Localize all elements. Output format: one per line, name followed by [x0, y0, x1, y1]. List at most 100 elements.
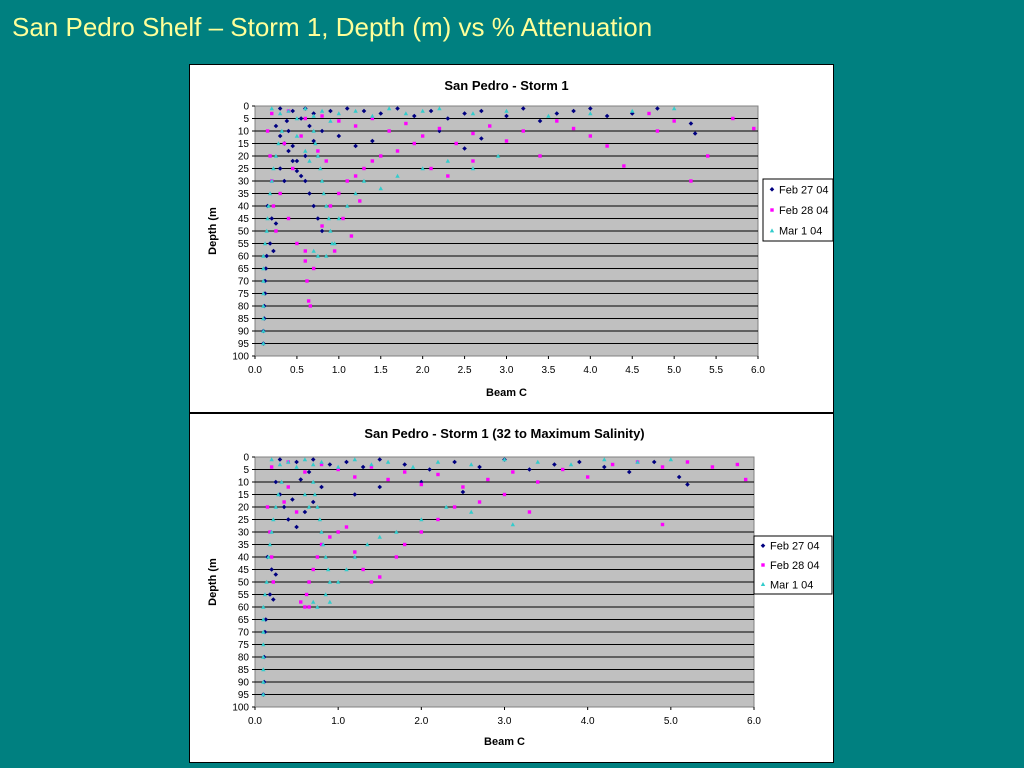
data-point — [298, 116, 304, 121]
data-point — [471, 131, 475, 136]
data-point — [353, 124, 358, 128]
data-point — [361, 178, 367, 183]
data-point — [302, 457, 308, 462]
data-point — [536, 480, 540, 484]
data-point — [327, 599, 333, 604]
y-tick-label: 60 — [238, 252, 250, 263]
data-point — [651, 459, 657, 465]
data-point — [602, 464, 607, 470]
data-point — [344, 106, 350, 111]
data-point — [267, 191, 273, 196]
data-point — [504, 108, 509, 113]
data-point — [344, 459, 349, 465]
data-point — [435, 459, 441, 464]
data-point — [261, 617, 266, 622]
data-point — [378, 575, 382, 579]
data-point — [269, 457, 274, 462]
series-1 — [265, 109, 756, 308]
data-point — [286, 108, 291, 113]
data-point — [410, 464, 416, 469]
data-point — [276, 141, 281, 146]
data-point — [527, 467, 532, 472]
data-point — [305, 279, 309, 283]
data-point — [588, 111, 593, 116]
data-point — [269, 465, 274, 469]
data-point — [319, 542, 324, 547]
data-point — [752, 126, 756, 131]
data-point — [268, 154, 272, 158]
y-tick-label: 50 — [238, 578, 250, 589]
data-point — [271, 248, 276, 254]
data-point — [286, 128, 291, 134]
data-point — [271, 166, 276, 171]
data-point — [336, 133, 342, 139]
data-point — [369, 462, 374, 467]
data-point — [353, 475, 357, 479]
data-point — [273, 504, 278, 509]
data-point — [294, 168, 300, 174]
data-point — [294, 510, 299, 514]
y-tick-label: 5 — [243, 465, 249, 476]
legend-marker — [770, 208, 774, 212]
data-point — [452, 459, 457, 465]
data-point — [328, 108, 333, 114]
data-point — [277, 111, 283, 116]
data-point — [470, 111, 476, 116]
data-point — [672, 119, 676, 123]
data-point — [267, 542, 273, 547]
data-point — [332, 249, 337, 253]
y-tick-label: 75 — [238, 289, 250, 300]
chart-title: San Pedro - Storm 1 (32 to Maximum Salin… — [364, 426, 644, 441]
data-point — [469, 462, 474, 467]
y-axis-title: Depth (m — [207, 207, 219, 255]
chart-panel-bottom: San Pedro - Storm 1 (32 to Maximum Salin… — [189, 413, 834, 763]
data-point — [436, 517, 440, 522]
data-point — [352, 457, 357, 462]
data-point — [327, 462, 333, 467]
data-point — [521, 129, 525, 133]
data-point — [303, 106, 308, 111]
data-point — [286, 216, 291, 221]
data-point — [403, 470, 407, 474]
data-point — [577, 459, 582, 465]
y-tick-label: 100 — [232, 352, 249, 363]
data-point — [323, 592, 328, 597]
data-point — [337, 119, 341, 123]
y-tick-label: 15 — [238, 139, 250, 150]
data-point — [319, 108, 325, 113]
data-point — [317, 517, 323, 522]
legend-marker — [760, 582, 766, 587]
y-tick-label: 90 — [238, 327, 250, 338]
y-tick-label: 10 — [238, 127, 250, 138]
y-tick-label: 25 — [238, 515, 250, 526]
data-point — [689, 179, 693, 183]
data-point — [337, 191, 341, 196]
data-point — [303, 153, 308, 159]
x-axis-title: Beam C — [486, 387, 527, 399]
data-point — [262, 592, 268, 597]
data-point — [277, 166, 283, 171]
data-point — [370, 138, 375, 144]
y-tick-label: 95 — [238, 339, 250, 350]
data-point — [315, 504, 320, 509]
chart-bottom-svg: San Pedro - Storm 1 (32 to Maximum Salin… — [207, 426, 833, 748]
legend-marker — [760, 543, 766, 548]
y-tick-label: 40 — [238, 553, 250, 564]
data-point — [311, 138, 316, 144]
y-tick-label: 75 — [238, 640, 250, 651]
data-point — [286, 148, 291, 154]
data-point — [671, 106, 677, 111]
data-point — [345, 179, 349, 183]
data-point — [546, 113, 551, 118]
data-point — [266, 554, 271, 559]
data-point — [261, 303, 266, 308]
data-point — [386, 477, 390, 482]
data-point — [282, 500, 286, 504]
data-point — [647, 111, 651, 116]
data-point — [269, 529, 274, 534]
y-tick-label: 0 — [243, 102, 249, 113]
data-point — [379, 154, 383, 158]
data-point — [510, 522, 516, 527]
x-tick-label: 1.0 — [331, 716, 345, 727]
data-point — [324, 203, 329, 208]
